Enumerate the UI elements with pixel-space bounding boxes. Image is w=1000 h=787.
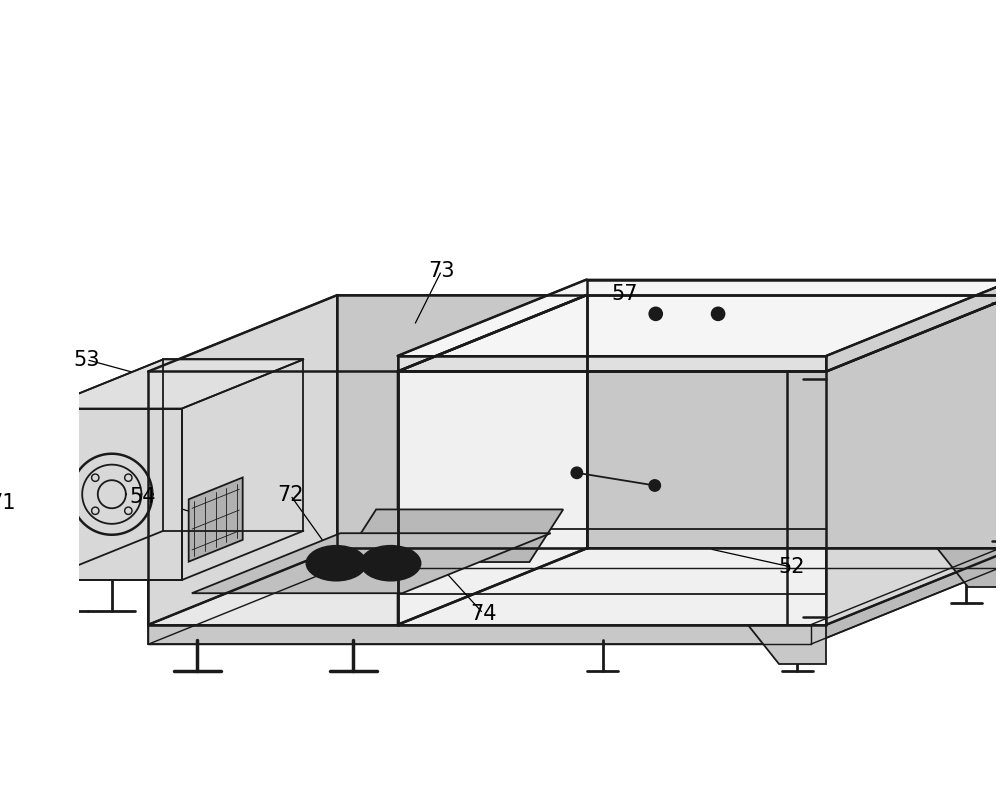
Polygon shape <box>398 371 826 625</box>
Circle shape <box>649 308 662 320</box>
Polygon shape <box>587 295 1000 549</box>
Polygon shape <box>398 356 826 371</box>
Text: 71: 71 <box>0 493 16 513</box>
Ellipse shape <box>306 546 366 581</box>
Polygon shape <box>42 408 182 580</box>
Polygon shape <box>398 295 587 625</box>
Polygon shape <box>937 549 1000 587</box>
Polygon shape <box>826 295 1000 625</box>
Text: 52: 52 <box>779 557 805 577</box>
Text: 54: 54 <box>129 486 156 507</box>
Polygon shape <box>189 478 243 562</box>
Polygon shape <box>811 549 1000 645</box>
Text: 72: 72 <box>277 485 304 505</box>
Polygon shape <box>148 625 811 645</box>
Polygon shape <box>148 371 398 625</box>
Polygon shape <box>398 295 1000 371</box>
Polygon shape <box>748 625 826 663</box>
Polygon shape <box>42 360 303 408</box>
Polygon shape <box>398 295 1000 371</box>
Circle shape <box>571 467 582 478</box>
Text: 53: 53 <box>73 349 100 370</box>
Ellipse shape <box>361 546 421 581</box>
Polygon shape <box>71 454 152 534</box>
Polygon shape <box>398 279 1000 356</box>
Polygon shape <box>192 534 551 593</box>
Ellipse shape <box>15 485 22 504</box>
Text: 73: 73 <box>428 260 455 280</box>
Text: 74: 74 <box>470 604 497 623</box>
Circle shape <box>712 308 724 320</box>
Polygon shape <box>337 295 587 549</box>
Text: 57: 57 <box>611 284 638 304</box>
Polygon shape <box>148 295 337 625</box>
Polygon shape <box>148 549 1000 625</box>
Polygon shape <box>826 279 1000 371</box>
Circle shape <box>649 480 660 491</box>
Polygon shape <box>342 509 563 562</box>
